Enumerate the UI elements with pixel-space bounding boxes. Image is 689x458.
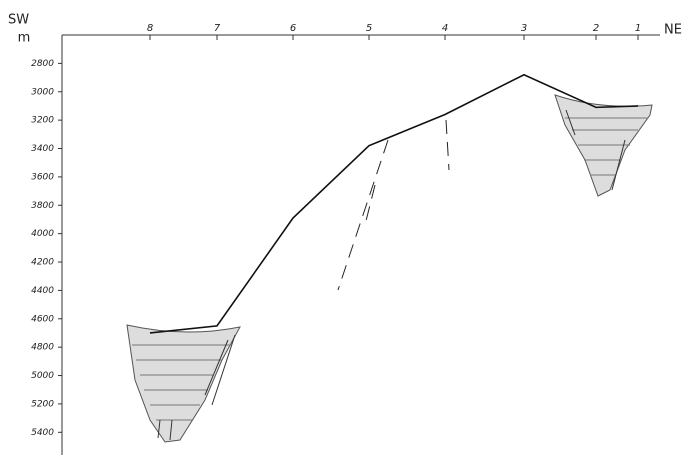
station-label: 2: [593, 23, 599, 34]
station-label: 3: [521, 23, 527, 34]
station-label: 1: [635, 23, 641, 34]
right-basin: [555, 95, 652, 196]
y-unit: m: [18, 31, 31, 46]
station-label: 6: [290, 23, 296, 34]
y-tick-label: 2800: [31, 59, 54, 69]
y-tick-label: 4000: [31, 229, 54, 239]
station-label: 8: [147, 23, 153, 34]
right-label: NE: [664, 23, 682, 38]
y-tick-label: 5400: [31, 428, 54, 438]
y-tick-label: 3200: [31, 116, 54, 126]
y-tick-label: 5000: [31, 371, 54, 381]
y-tick-label: 4600: [31, 314, 54, 324]
y-tick-label: 3600: [31, 172, 54, 182]
station-label: 4: [442, 23, 448, 34]
y-tick-label: 3400: [31, 144, 54, 154]
y-tick-label: 5200: [31, 399, 54, 409]
left-label: SW: [8, 13, 29, 28]
y-tick-label: 3800: [31, 201, 54, 211]
left-basin: [127, 325, 240, 442]
y-tick-label: 4400: [31, 286, 54, 296]
y-tick-label: 3000: [31, 87, 54, 97]
faults: [338, 120, 449, 290]
station-label: 5: [366, 23, 372, 34]
y-tick-label: 4200: [31, 258, 54, 268]
y-tick-label: 4800: [31, 343, 54, 353]
station-label: 7: [214, 23, 221, 34]
page: {"chart_data": {"type": "line", "left_la…: [0, 0, 689, 458]
chart: SW m NE 2800 3000 3200 3400 3600 3800 4000 4200…: [0, 0, 689, 458]
